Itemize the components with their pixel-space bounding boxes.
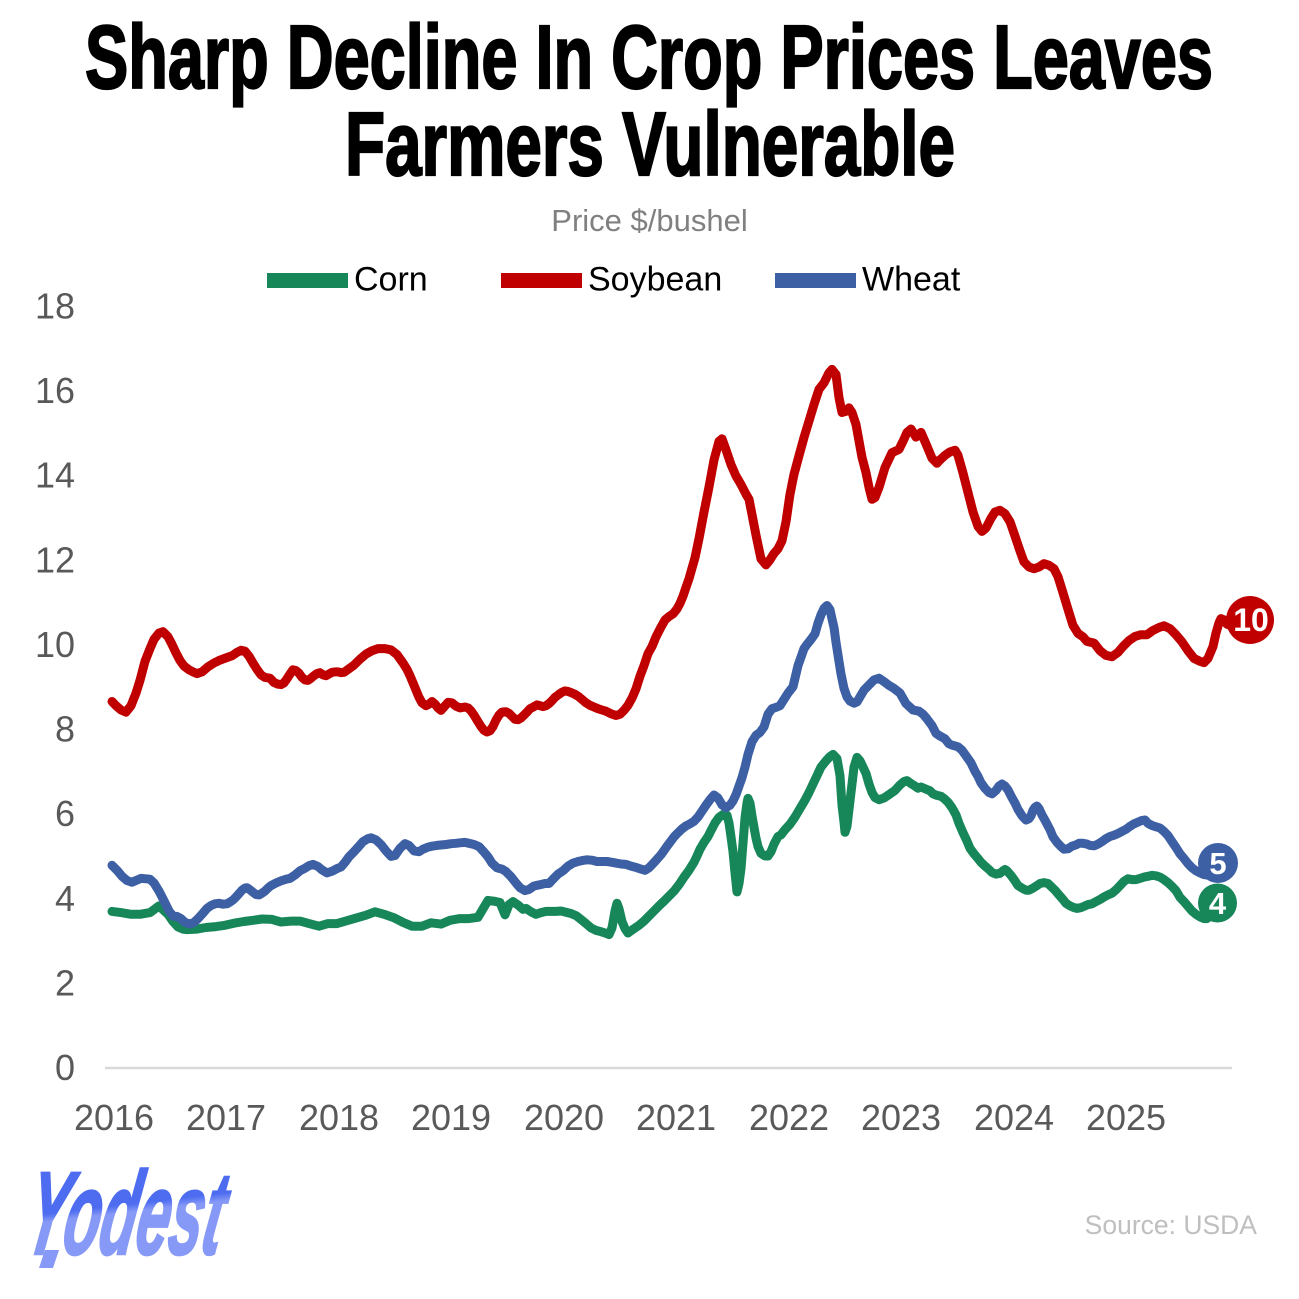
svg-text:5: 5 [1209, 846, 1226, 881]
svg-text:10: 10 [1233, 602, 1269, 638]
svg-text:0: 0 [55, 1047, 75, 1088]
svg-text:16: 16 [35, 370, 75, 411]
svg-text:2018: 2018 [299, 1097, 379, 1138]
svg-text:2022: 2022 [749, 1097, 829, 1138]
svg-text:10: 10 [35, 624, 75, 665]
svg-text:Sharp Decline In Crop Prices L: Sharp Decline In Crop Prices Leaves [85, 8, 1213, 108]
svg-text:2021: 2021 [636, 1097, 716, 1138]
svg-text:Farmers Vulnerable: Farmers Vulnerable [345, 95, 955, 195]
svg-text:2017: 2017 [186, 1097, 266, 1138]
svg-text:14: 14 [35, 455, 75, 496]
svg-text:2025: 2025 [1086, 1097, 1166, 1138]
svg-text:2016: 2016 [74, 1097, 154, 1138]
svg-text:8: 8 [55, 709, 75, 750]
svg-text:2: 2 [55, 962, 75, 1003]
svg-text:6: 6 [55, 793, 75, 834]
svg-text:2020: 2020 [524, 1097, 604, 1138]
svg-text:2024: 2024 [974, 1097, 1054, 1138]
svg-text:18: 18 [35, 285, 75, 326]
svg-text:12: 12 [35, 539, 75, 580]
svg-text:4: 4 [1209, 886, 1227, 921]
svg-text:4: 4 [55, 878, 75, 919]
svg-text:2019: 2019 [411, 1097, 491, 1138]
svg-text:2023: 2023 [861, 1097, 941, 1138]
